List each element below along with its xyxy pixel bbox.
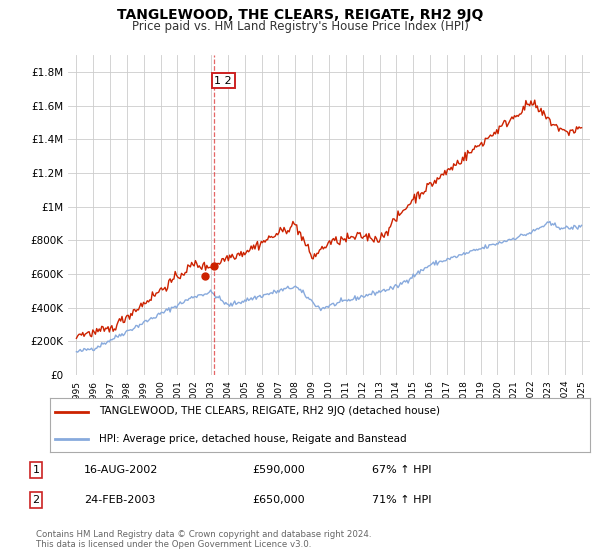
Text: 71% ↑ HPI: 71% ↑ HPI <box>372 495 431 505</box>
Text: Contains HM Land Registry data © Crown copyright and database right 2024.
This d: Contains HM Land Registry data © Crown c… <box>36 530 371 549</box>
Text: 1: 1 <box>32 465 40 475</box>
Text: HPI: Average price, detached house, Reigate and Banstead: HPI: Average price, detached house, Reig… <box>98 433 406 444</box>
Text: 2: 2 <box>32 495 40 505</box>
Text: £590,000: £590,000 <box>252 465 305 475</box>
Text: TANGLEWOOD, THE CLEARS, REIGATE, RH2 9JQ (detached house): TANGLEWOOD, THE CLEARS, REIGATE, RH2 9JQ… <box>98 407 440 417</box>
Text: Price paid vs. HM Land Registry's House Price Index (HPI): Price paid vs. HM Land Registry's House … <box>131 20 469 32</box>
Text: 1 2: 1 2 <box>214 76 232 86</box>
Text: TANGLEWOOD, THE CLEARS, REIGATE, RH2 9JQ: TANGLEWOOD, THE CLEARS, REIGATE, RH2 9JQ <box>117 8 483 22</box>
Text: 24-FEB-2003: 24-FEB-2003 <box>84 495 155 505</box>
Text: 16-AUG-2002: 16-AUG-2002 <box>84 465 158 475</box>
Text: £650,000: £650,000 <box>252 495 305 505</box>
Text: 67% ↑ HPI: 67% ↑ HPI <box>372 465 431 475</box>
